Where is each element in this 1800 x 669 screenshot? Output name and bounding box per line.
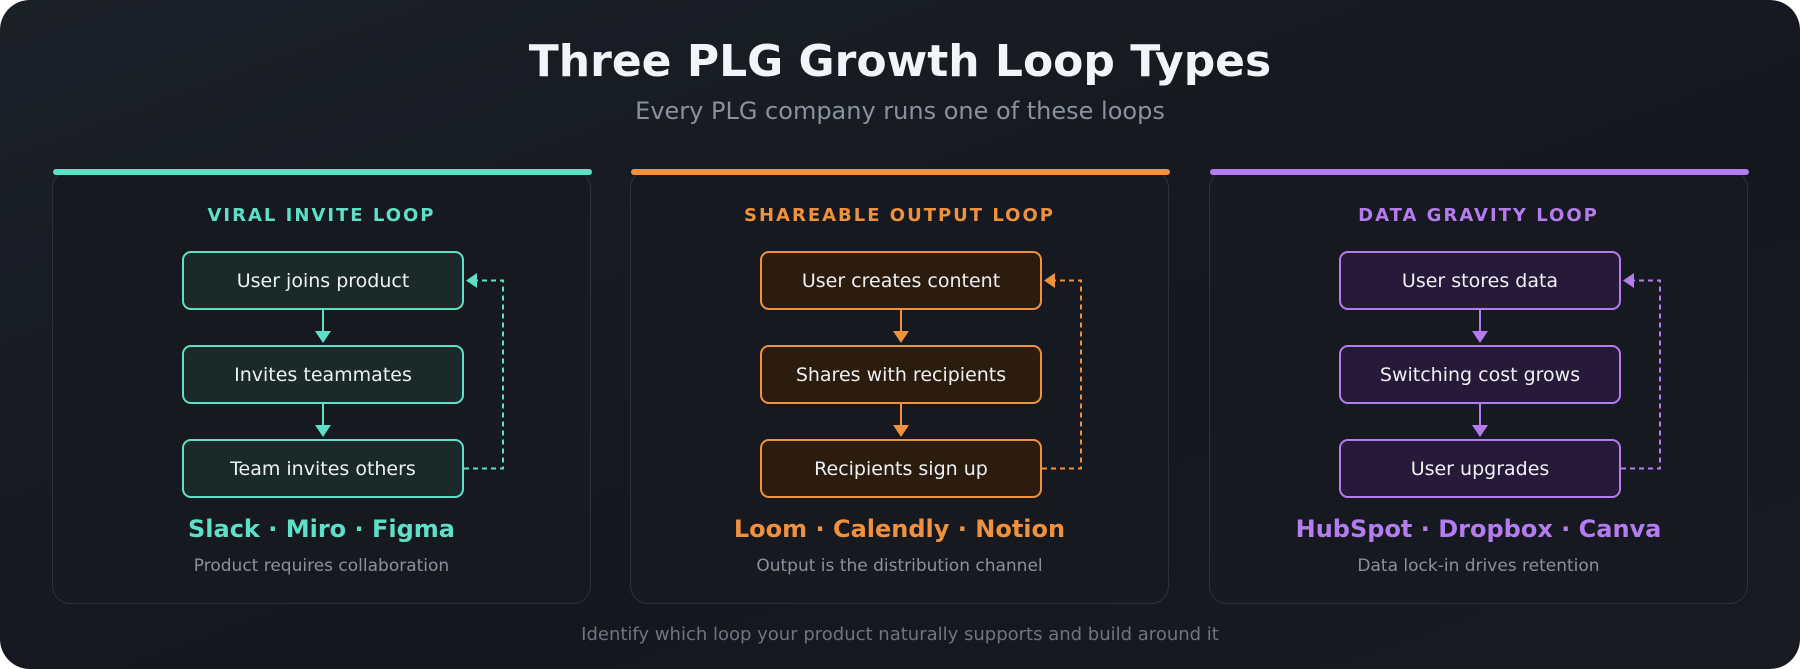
description: Product requires collaboration [193,556,450,576]
footer: Identify which loop your product natural… [581,624,1219,645]
loop-back [464,279,504,470]
arrow-head [1472,425,1488,437]
step-box: User stores data [1339,251,1621,310]
loop-back [1621,279,1661,470]
loop-card: VIRAL INVITE LOOP User joins product Invit… [52,169,592,604]
examples: Loom · Calendly · Notion [733,515,1066,543]
accent-bar [631,169,1170,175]
description: Output is the distribution channel [756,556,1043,576]
examples: HubSpot · Dropbox · Canva [1295,515,1662,543]
loop-back [1042,279,1082,470]
loop-title: DATA GRAVITY LOOP [1358,205,1599,226]
loop-head [466,273,477,288]
loop-card: SHAREABLE OUTPUT LOOP User creates conten… [630,169,1170,604]
arrow-head [1472,331,1488,343]
step-box: Recipients sign up [760,439,1042,498]
accent-bar [1210,169,1749,175]
arrow-head [315,331,331,343]
step-box: Invites teammates [182,345,464,404]
step-box: Shares with recipients [760,345,1042,404]
loop-card: DATA GRAVITY LOOP User stores data Switchi… [1209,169,1749,604]
description: Data lock-in drives retention [1357,556,1600,576]
step-box: Team invites others [182,439,464,498]
title: Three PLG Growth Loop Types [528,36,1272,87]
loop-title: VIRAL INVITE LOOP [207,205,436,226]
accent-bar [53,169,592,175]
arrow-head [893,425,909,437]
loop-head [1623,273,1634,288]
arrow-head [315,425,331,437]
step-box: User upgrades [1339,439,1621,498]
arrow-head [893,331,909,343]
step-box: User joins product [182,251,464,310]
subtitle: Every PLG company runs one of these loop… [635,97,1165,125]
examples: Slack · Miro · Figma [188,515,455,543]
loop-head [1044,273,1055,288]
loop-title: SHAREABLE OUTPUT LOOP [744,205,1055,226]
connectors [893,273,1082,470]
step-box: Switching cost grows [1339,345,1621,404]
connectors [315,273,504,470]
connectors [1472,273,1661,470]
step-box: User creates content [760,251,1042,310]
